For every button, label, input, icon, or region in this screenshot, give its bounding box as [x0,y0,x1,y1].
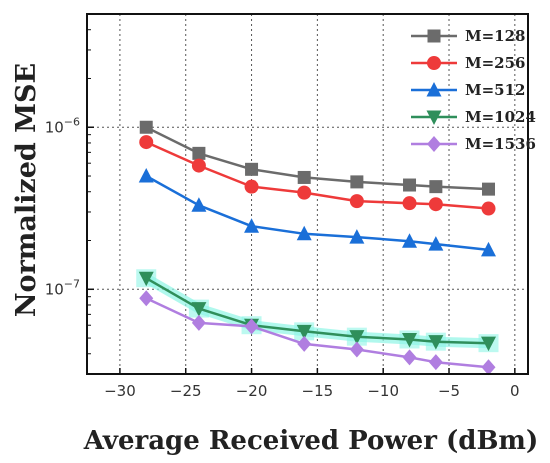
marker-diamond [139,290,154,307]
legend-item: M=1536 [411,135,536,153]
marker-triangle-up [138,168,154,183]
marker-triangle-up [296,225,312,241]
series-m-128 [139,120,496,196]
x-tick-label: −5 [438,382,460,400]
marker-triangle-up [426,82,442,97]
legend-label: M=256 [465,54,525,72]
legend-label: M=1536 [465,135,536,153]
marker-diamond [428,354,443,371]
x-tick-label: −15 [302,382,334,400]
marker-square [350,175,364,189]
legend-item: M=512 [411,81,525,99]
legend-item: M=1024 [411,108,536,126]
grid [87,14,528,374]
marker-diamond [191,314,206,331]
series-layer [136,120,499,376]
marker-circle [402,196,417,211]
marker-triangle-up [191,197,207,212]
legend-label: M=512 [465,81,525,99]
marker-triangle-up [402,233,418,248]
marker-circle [428,197,443,212]
marker-square [482,182,496,196]
marker-square [429,180,443,194]
legend-label: M=128 [465,27,525,45]
marker-diamond [481,359,496,376]
x-tick-label: −20 [236,382,268,400]
y-tick-label: 10−6 [45,115,80,136]
x-axis-title: Average Received Power (dBm) [83,426,539,456]
series-m-1024 [136,269,499,353]
series-m-512 [138,168,497,257]
x-tick-label: −10 [367,382,399,400]
legend-item: M=256 [411,54,525,72]
series-m-1536 [139,290,496,376]
legend-label: M=1024 [465,108,536,126]
axis-ticks: −30 −25 −20 −15 −10 −5 0 10−7 10−6 [45,13,520,400]
marker-triangle-down [296,324,312,340]
marker-triangle-up [428,236,444,251]
marker-circle [139,135,154,150]
marker-triangle-down [349,330,365,345]
marker-circle [427,56,441,70]
marker-triangle-down [426,110,442,125]
x-tick-label: 0 [510,382,520,400]
marker-circle [297,185,312,200]
marker-triangle-up [481,241,497,257]
marker-square [192,146,206,160]
marker-circle [244,179,259,194]
marker-circle [481,201,496,216]
marker-diamond [402,349,417,366]
marker-square [139,120,153,134]
legend: M=128 M=256 M=512 M=1024 M=1536 [411,27,536,153]
marker-square [245,162,259,176]
y-tick-label: 10−7 [45,277,80,298]
series-line [145,174,489,252]
marker-triangle-down [402,332,418,348]
marker-triangle-down [428,335,444,350]
marker-diamond [427,136,441,152]
marker-diamond [297,335,312,352]
legend-item: M=128 [411,27,525,45]
series-m-256 [139,135,496,216]
marker-square [297,170,311,184]
marker-triangle-down [191,302,207,317]
marker-square [427,29,441,43]
marker-square [403,178,417,192]
marker-diamond [349,341,364,358]
x-tick-label: −25 [170,382,202,400]
marker-circle [349,194,364,209]
plot-frame [86,13,529,375]
marker-circle [191,158,206,173]
marker-triangle-up [244,218,260,233]
marker-diamond [244,318,259,335]
marker-triangle-up [349,229,365,244]
marker-triangle-down [138,271,154,287]
y-axis-title: Normalized MSE [11,63,42,317]
series-line [145,277,489,345]
marker-triangle-down [481,336,497,352]
x-tick-label: −30 [104,382,136,400]
